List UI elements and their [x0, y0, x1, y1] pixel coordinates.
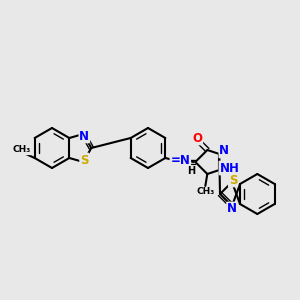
Text: CH₃: CH₃	[196, 188, 214, 196]
Text: N: N	[227, 202, 237, 215]
Text: N: N	[219, 145, 229, 158]
Text: O: O	[192, 131, 202, 145]
Text: =N: =N	[170, 154, 190, 166]
Text: S: S	[80, 154, 88, 166]
Text: H: H	[187, 166, 195, 176]
Text: CH₃: CH₃	[13, 146, 31, 154]
Text: N: N	[79, 130, 89, 142]
Text: NH: NH	[219, 161, 239, 175]
Text: S: S	[229, 173, 237, 187]
